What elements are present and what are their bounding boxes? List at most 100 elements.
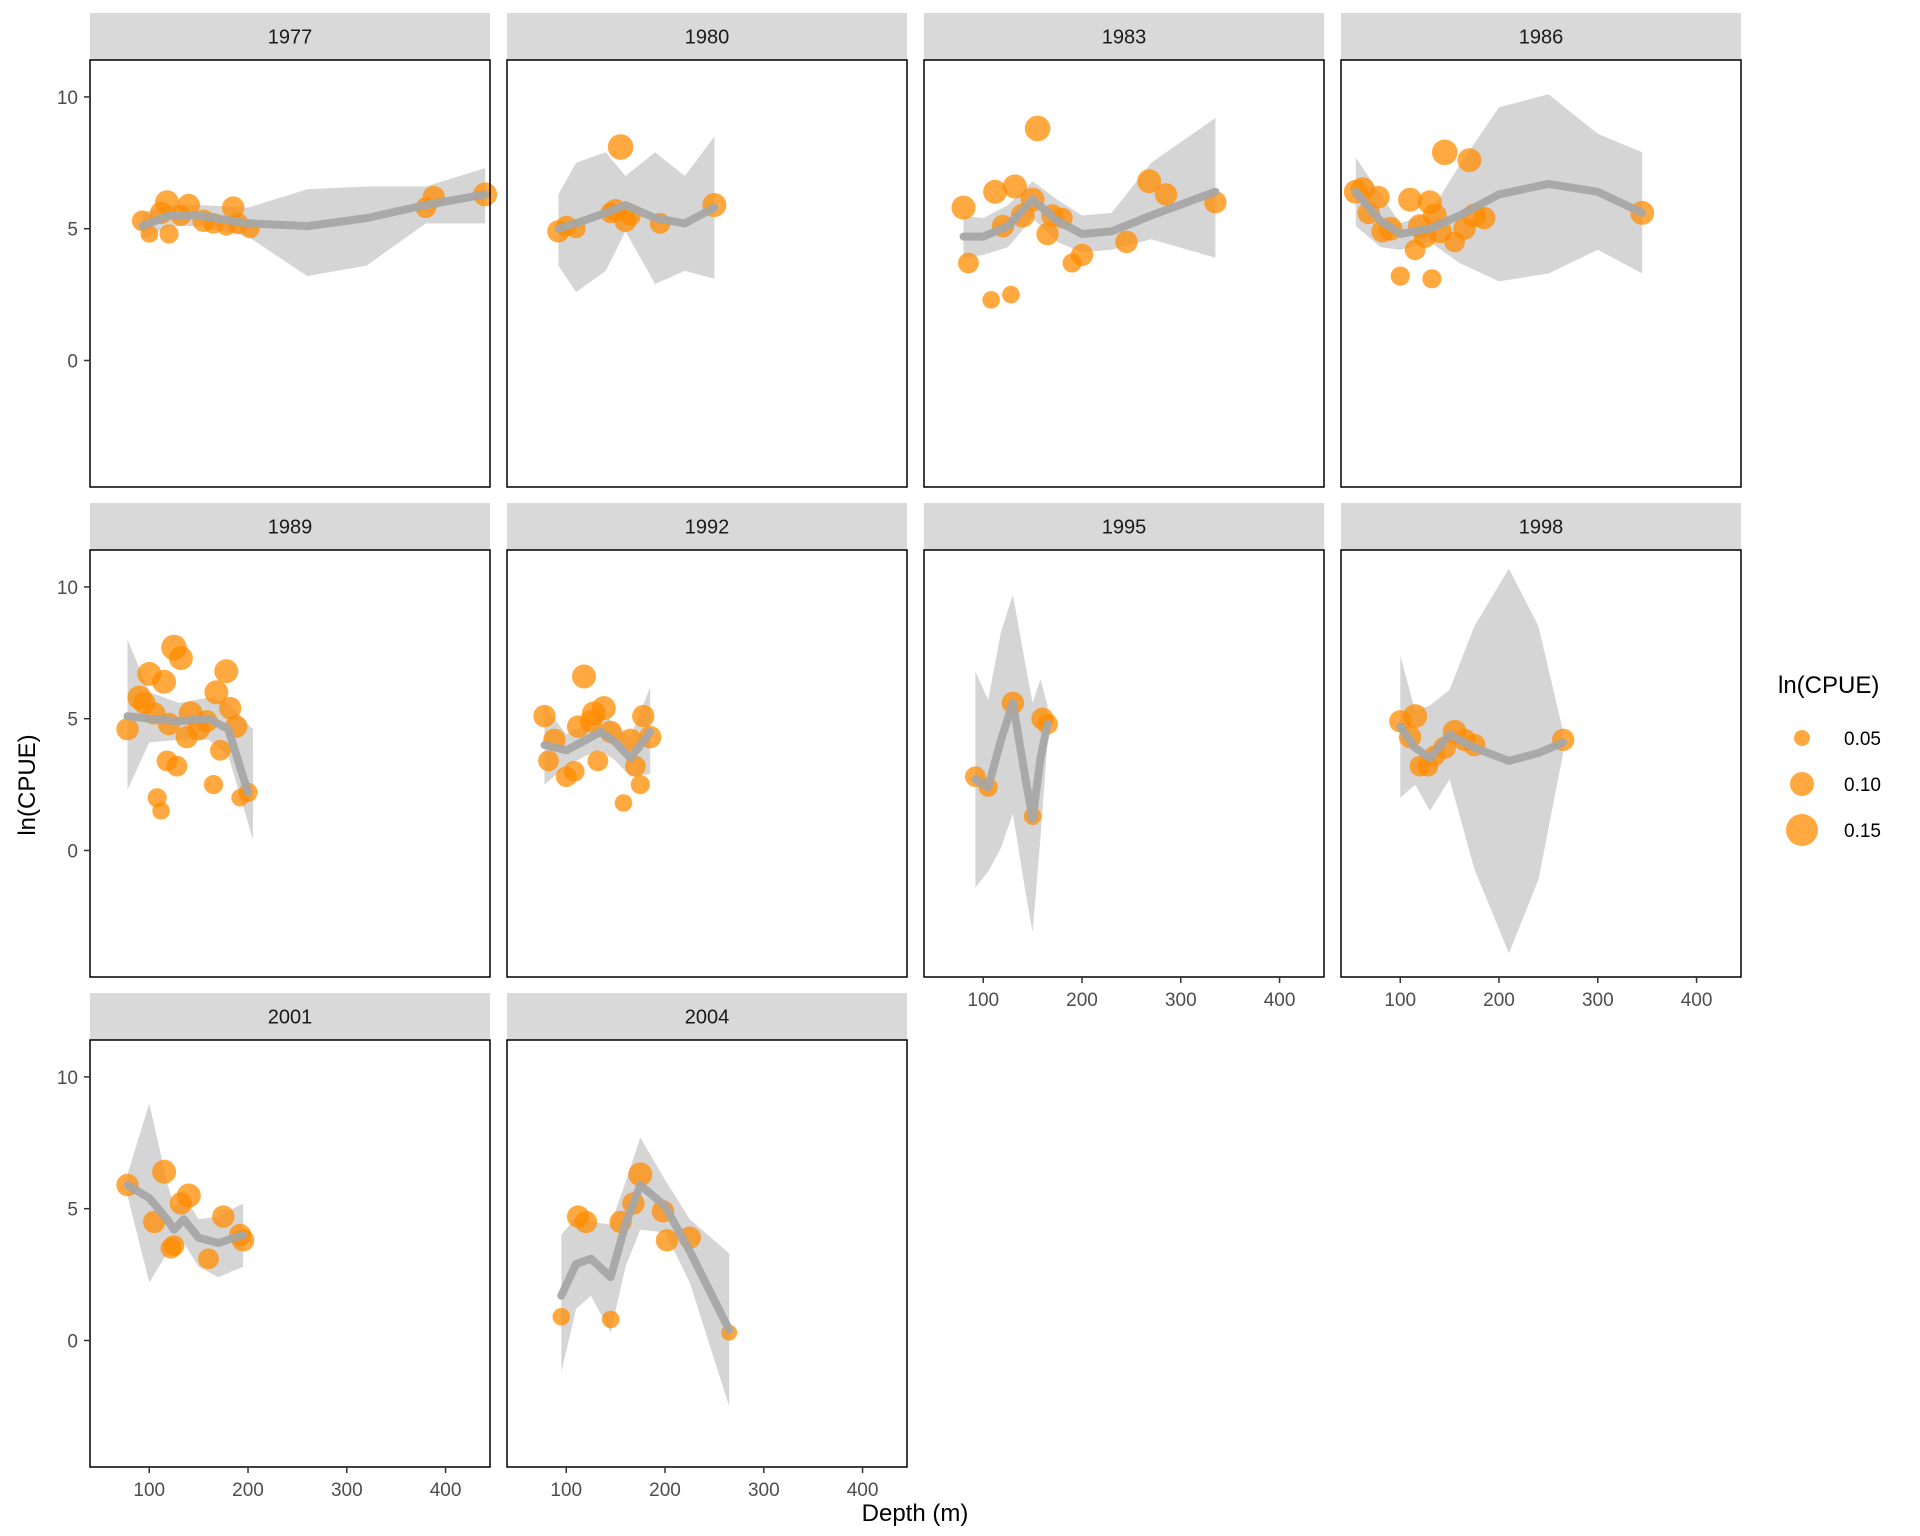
legend-key xyxy=(1794,730,1810,746)
data-point xyxy=(574,1210,598,1234)
facet-strip xyxy=(90,503,490,550)
x-tick-label: 400 xyxy=(1264,990,1296,1011)
facet-panel-1992: 1992 xyxy=(506,503,908,978)
data-point xyxy=(1367,185,1390,209)
data-point xyxy=(203,775,224,795)
data-point xyxy=(1390,266,1410,286)
data-point xyxy=(982,291,1000,309)
panel-border xyxy=(506,1039,908,1468)
facet-strip-label: 1980 xyxy=(685,27,730,49)
data-point xyxy=(591,696,616,721)
data-point xyxy=(1431,139,1458,166)
x-axis-title: Depth (m) xyxy=(862,1500,969,1527)
data-point xyxy=(655,1229,679,1252)
y-tick-label: 0 xyxy=(67,1331,78,1352)
smooth-line xyxy=(1396,722,1568,765)
facet-strip-label: 1992 xyxy=(685,517,730,539)
facet-strip xyxy=(507,993,907,1040)
smooth-line xyxy=(557,1181,734,1334)
x-tick-label: 100 xyxy=(1384,990,1416,1011)
facet-strip xyxy=(1341,13,1741,60)
x-tick-label: 400 xyxy=(847,1480,879,1501)
x-tick-label: 300 xyxy=(1582,990,1614,1011)
facet-strip xyxy=(507,503,907,550)
data-point xyxy=(152,669,177,694)
data-point xyxy=(212,1205,235,1228)
data-point xyxy=(166,755,188,777)
panel-border xyxy=(923,549,1325,978)
data-point xyxy=(1002,174,1027,199)
data-point xyxy=(983,179,1008,204)
data-point xyxy=(198,1248,219,1270)
smooth-line xyxy=(540,727,655,763)
y-tick-label: 0 xyxy=(67,841,78,862)
x-tick-label: 200 xyxy=(232,1480,264,1501)
data-point xyxy=(1024,115,1051,142)
facet-strip-label: 1986 xyxy=(1519,27,1564,49)
facet-panel-1995: 1995 xyxy=(923,503,1325,978)
y-tick-label: 0 xyxy=(67,351,78,372)
legend-key xyxy=(1786,814,1818,846)
x-tick-label: 300 xyxy=(748,1480,780,1501)
facet-strip xyxy=(90,13,490,60)
data-point xyxy=(563,761,585,782)
panel-border xyxy=(1340,549,1742,978)
data-point xyxy=(219,696,242,720)
data-point xyxy=(587,750,609,772)
x-tick-label: 300 xyxy=(331,1480,363,1501)
data-point xyxy=(958,252,979,274)
legend-label: 0.05 xyxy=(1844,729,1881,750)
y-axis-title: ln(CPUE) xyxy=(14,734,41,835)
data-point xyxy=(1154,183,1178,206)
data-point xyxy=(116,718,139,741)
facet-strip-label: 1977 xyxy=(268,27,313,49)
panel-border xyxy=(1340,59,1742,488)
data-point xyxy=(552,1308,571,1326)
x-tick-label: 400 xyxy=(1681,990,1713,1011)
data-point xyxy=(210,739,231,761)
panel-border xyxy=(506,549,908,978)
facet-strip xyxy=(1341,503,1741,550)
facet-strip-label: 1995 xyxy=(1102,517,1147,539)
data-point xyxy=(155,190,179,215)
smooth-line xyxy=(123,712,252,797)
smooth-line xyxy=(971,698,1052,823)
smooth-line xyxy=(1351,179,1647,238)
panel-border xyxy=(923,59,1325,488)
data-point xyxy=(1473,206,1496,230)
y-tick-label: 10 xyxy=(57,578,78,599)
y-tick-label: 10 xyxy=(57,1068,78,1089)
y-tick-label: 5 xyxy=(67,220,78,241)
facet-strip-label: 1989 xyxy=(268,517,313,539)
data-point xyxy=(533,704,556,728)
data-point xyxy=(204,680,229,705)
x-tick-label: 100 xyxy=(550,1480,582,1501)
legend-title: ln(CPUE) xyxy=(1778,672,1879,699)
facet-strip-label: 1998 xyxy=(1519,517,1564,539)
panel-border xyxy=(89,1039,491,1468)
x-tick-label: 400 xyxy=(430,1480,462,1501)
data-point xyxy=(1457,148,1482,173)
facet-panel-1983: 1983 xyxy=(923,13,1325,488)
data-point xyxy=(632,704,655,728)
data-point xyxy=(538,750,559,772)
data-point xyxy=(159,224,179,244)
data-point xyxy=(140,225,159,243)
x-tick-label: 200 xyxy=(1066,990,1098,1011)
facet-strip-label: 2004 xyxy=(685,1007,730,1029)
data-point xyxy=(1403,704,1428,729)
facet-panel-1998: 1998 xyxy=(1340,503,1742,978)
data-point xyxy=(214,659,239,684)
data-point xyxy=(176,1183,201,1208)
x-tick-label: 200 xyxy=(649,1480,681,1501)
data-point xyxy=(1002,285,1020,304)
confidence-ribbon xyxy=(975,594,1048,933)
facet-strip-label: 2001 xyxy=(268,1007,313,1029)
facet-panels: 1977 1980 1983 1986 1989 1992 1995 1998 2001 2004 xyxy=(89,13,1742,1468)
facet-panel-1986: 1986 xyxy=(1340,13,1742,488)
smooth-line xyxy=(554,201,719,233)
data-point xyxy=(630,775,650,795)
facet-strip xyxy=(90,993,490,1040)
facet-strip xyxy=(924,503,1324,550)
